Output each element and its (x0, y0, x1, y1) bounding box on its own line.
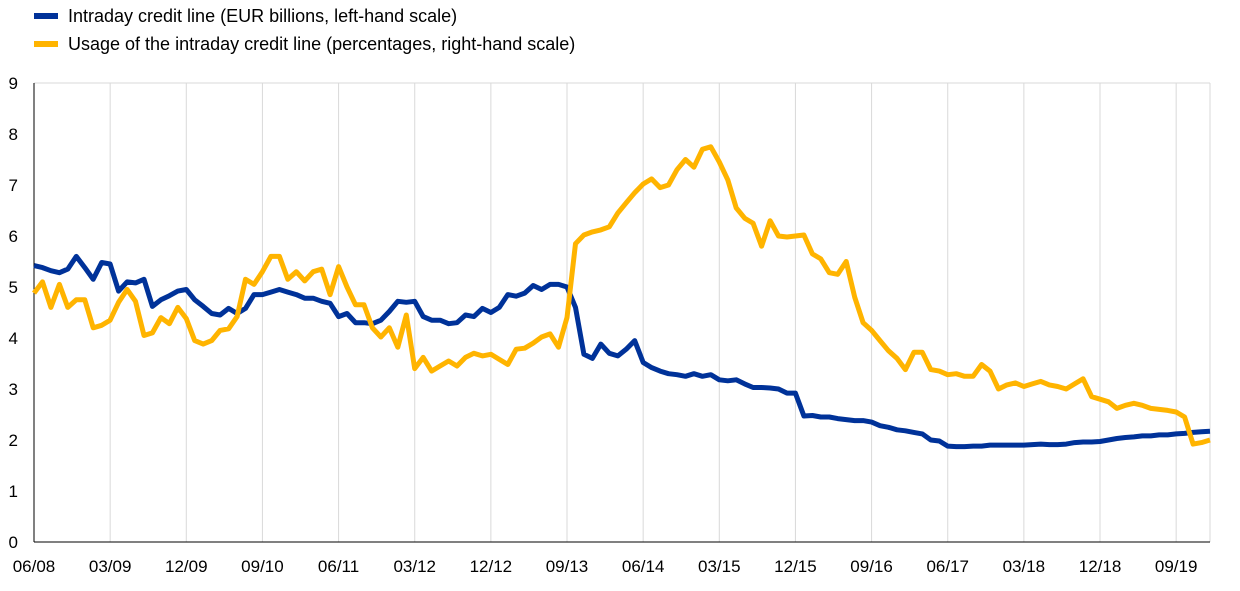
x-tick-label: 06/11 (318, 557, 359, 576)
x-tick-label: 06/14 (622, 557, 665, 576)
chart-legend: Intraday credit line (EUR billions, left… (34, 2, 575, 58)
x-tick-label: 06/08 (13, 557, 56, 576)
x-tick-label: 12/18 (1079, 557, 1122, 576)
x-tick-label: 12/09 (165, 557, 208, 576)
x-tick-label: 09/16 (850, 557, 893, 576)
series-line-usage (32, 144, 1211, 447)
tick-labels: 0 1 2 3 4 5 6 7 8 9 06/08 03/09 12/09 09/10 06/11 03/12… (9, 74, 1198, 576)
y-tick-label: 0 (9, 533, 18, 552)
y-tick-label: 5 (9, 278, 18, 297)
x-tick-label: 12/12 (470, 557, 513, 576)
x-tick-label: 09/13 (546, 557, 589, 576)
y-tick-label: 9 (9, 74, 18, 93)
x-tick-label: 03/15 (698, 557, 741, 576)
legend-item-credit-line: Intraday credit line (EUR billions, left… (34, 2, 575, 30)
y-tick-label: 2 (9, 431, 18, 450)
x-tick-label: 03/09 (89, 557, 132, 576)
legend-label-usage: Usage of the intraday credit line (perce… (68, 33, 576, 54)
x-tick-label: 03/12 (393, 557, 436, 576)
legend-swatch-usage (34, 41, 58, 47)
y-tick-label: 4 (9, 329, 18, 348)
y-tick-label: 8 (9, 125, 18, 144)
legend-item-usage: Usage of the intraday credit line (perce… (34, 30, 575, 58)
y-tick-label: 7 (9, 176, 18, 195)
legend-swatch-credit-line (34, 13, 58, 19)
series-line-credit-line (33, 253, 1211, 450)
y-tick-label: 1 (9, 482, 18, 501)
y-tick-label: 6 (9, 227, 18, 246)
grid-lines (33, 82, 1211, 542)
y-tick-label: 3 (9, 380, 18, 399)
x-tick-label: 12/15 (774, 557, 817, 576)
legend-label-credit-line: Intraday credit line (EUR billions, left… (68, 5, 458, 26)
axes (33, 83, 1210, 543)
x-tick-label: 03/18 (1003, 557, 1046, 576)
x-tick-label: 09/10 (241, 557, 284, 576)
x-tick-label: 06/17 (926, 557, 969, 576)
series-lines (32, 144, 1211, 450)
x-tick-label: 09/19 (1155, 557, 1198, 576)
